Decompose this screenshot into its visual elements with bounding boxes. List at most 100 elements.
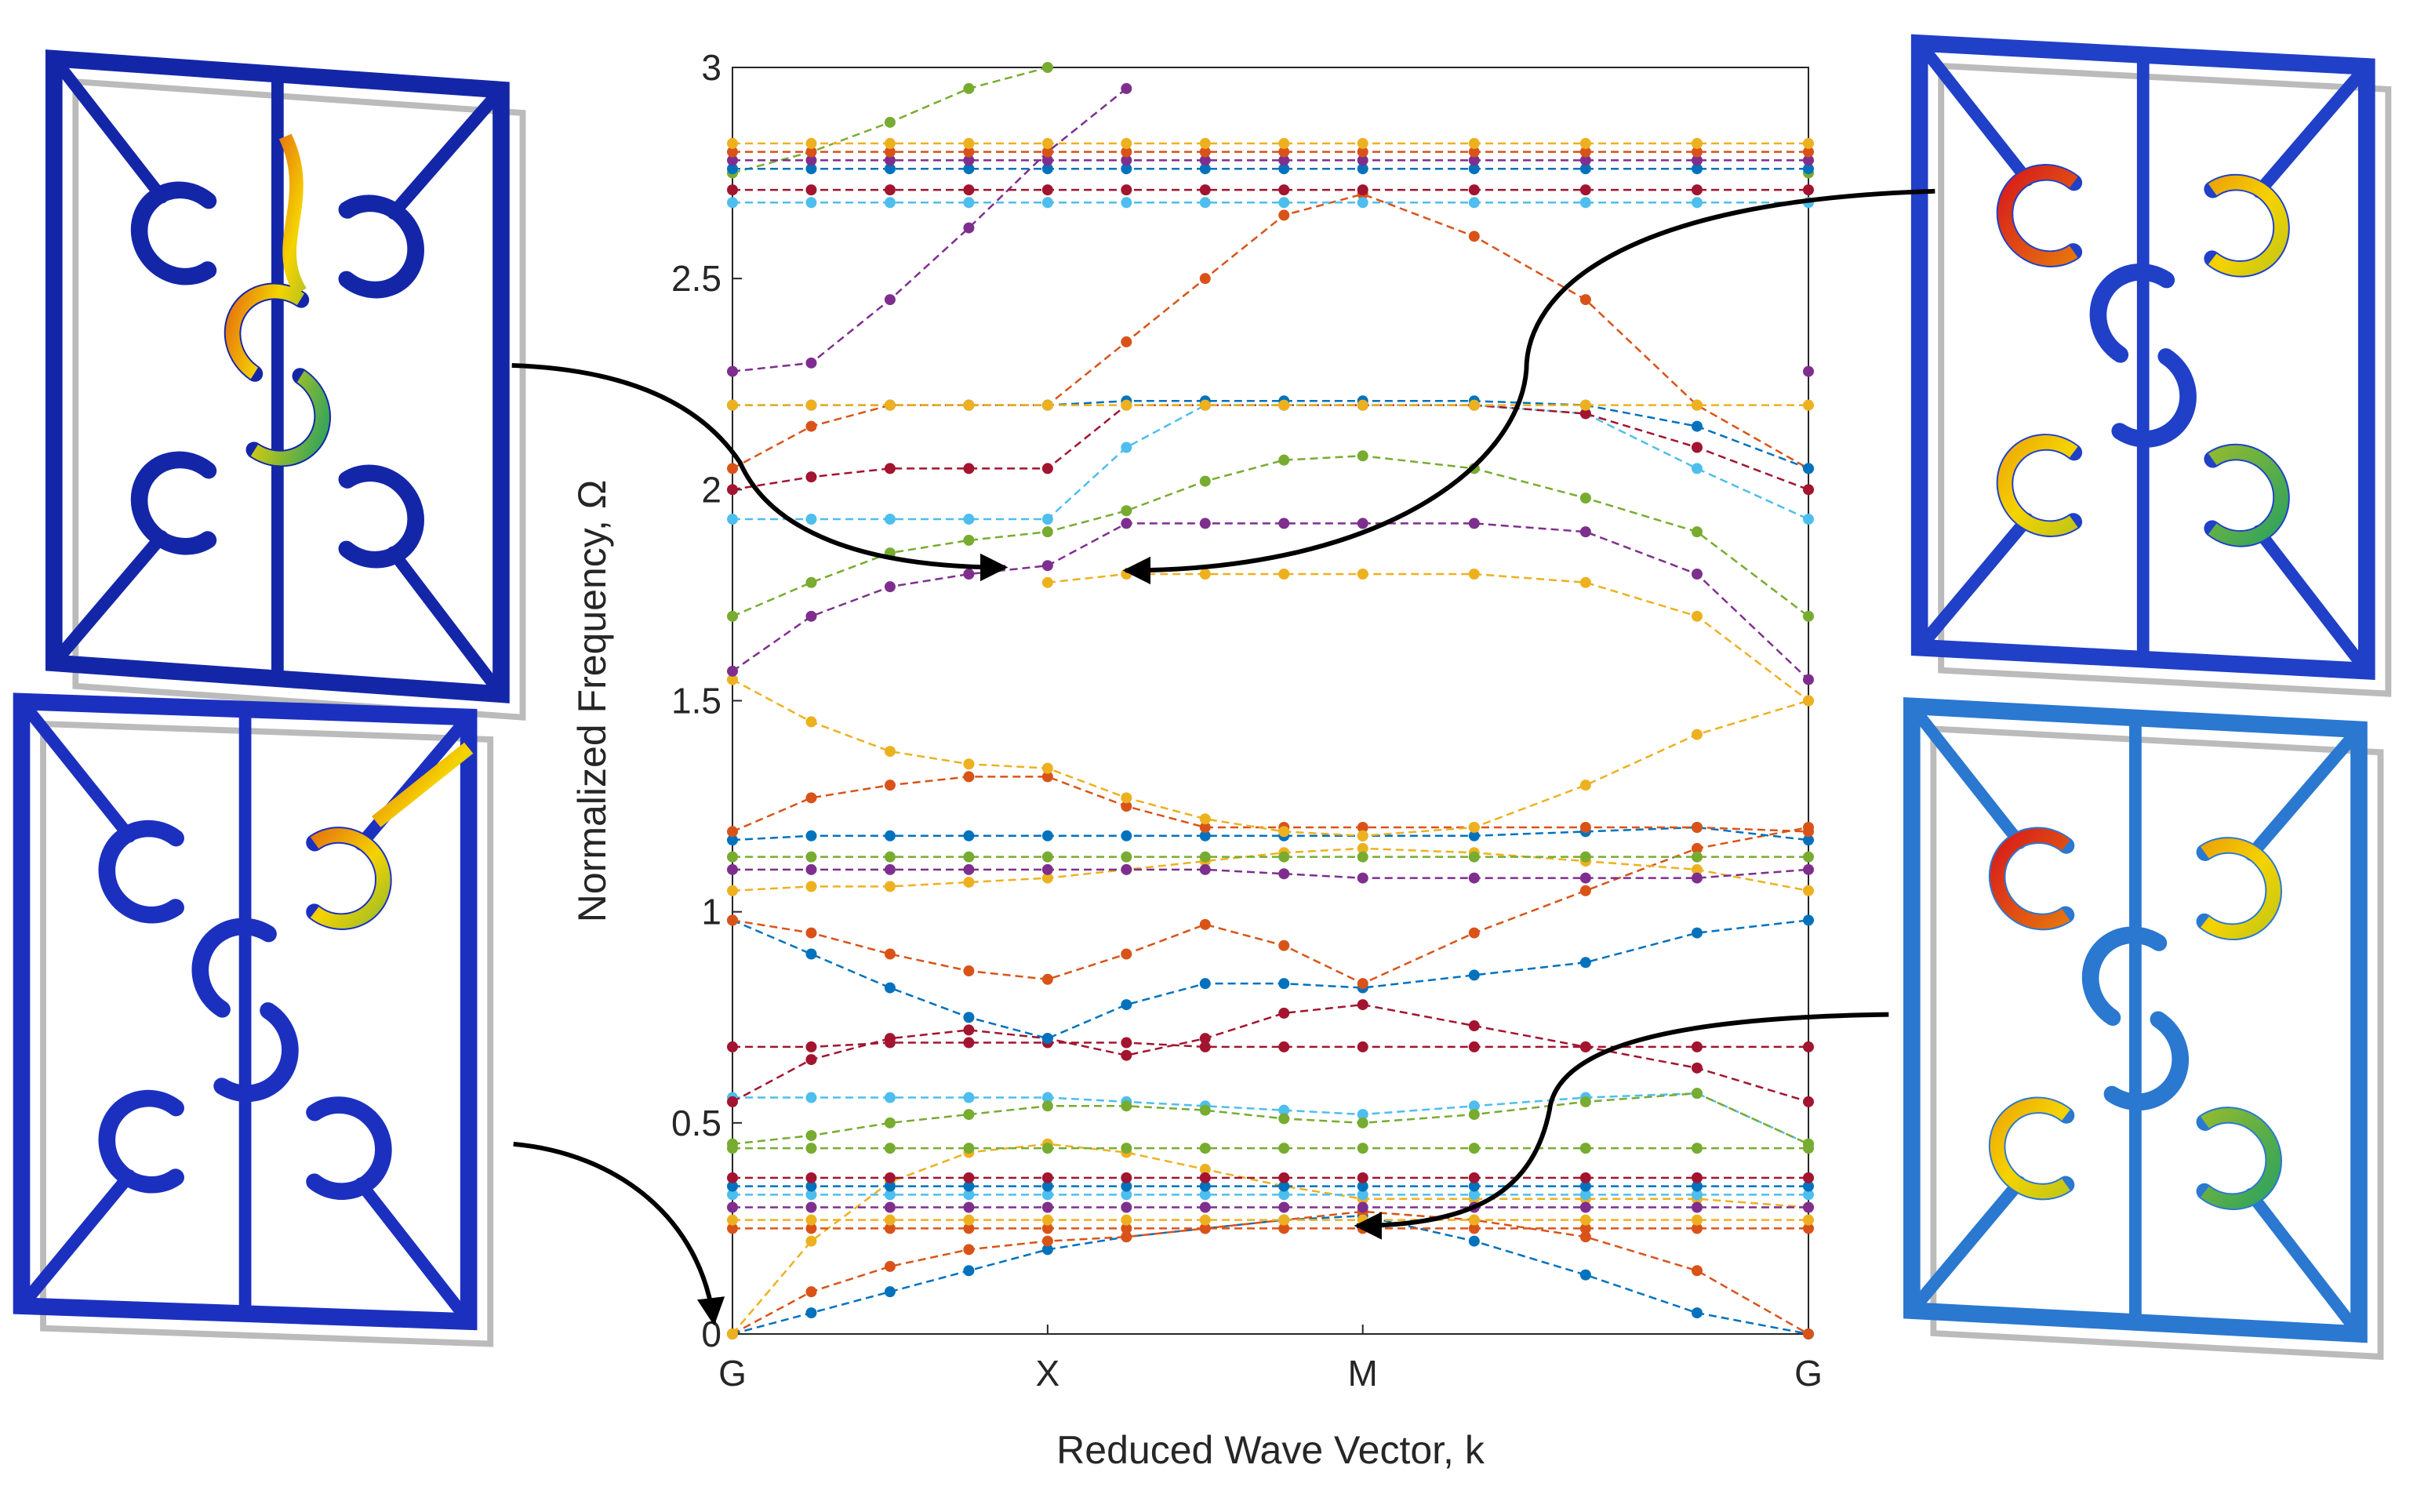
band-point [1121,505,1132,517]
band-point [1691,1189,1703,1201]
band-point [805,830,817,841]
band-point [805,1307,817,1319]
band-point [1278,1172,1290,1183]
band-point [1468,830,1480,841]
band-point [1803,914,1814,926]
band-point [727,484,738,496]
x-tick-label: G [718,1353,747,1394]
band-point [1121,1231,1132,1243]
band-point [1579,163,1591,175]
mode-highlight [1990,828,2281,1209]
band-point [805,1235,817,1247]
band-point [727,1189,738,1201]
band-point [1041,1172,1053,1183]
band-point [1199,1180,1211,1192]
band-point [1278,868,1290,880]
band-point [1121,442,1132,453]
band-point [884,184,896,196]
band-point [1121,1201,1132,1213]
band-point [884,1180,896,1192]
band-point [1468,1143,1480,1154]
band-point [1278,154,1290,166]
band-point [1121,146,1132,158]
x-tick-label: G [1794,1353,1823,1394]
band-point [884,154,896,166]
band-point [805,1286,817,1298]
band-point [1579,408,1591,420]
band-point [1041,137,1053,149]
band-point [805,948,817,960]
band-point [1199,184,1211,196]
band-point [1579,1269,1591,1281]
band-point [884,197,896,209]
band-point [1121,801,1132,812]
x-tick-label: M [1348,1353,1378,1394]
band-point [1357,163,1368,175]
band-point [805,1201,817,1213]
band-point [884,1189,896,1201]
band-point [1199,197,1211,209]
band-point [1041,560,1053,572]
band-point [805,163,817,175]
band-point [1803,1041,1814,1052]
band-point [884,163,896,175]
band-point [884,137,896,149]
band-point [1121,999,1132,1011]
panel-shape [22,702,491,1344]
band-point [1199,1033,1211,1045]
band-point [1121,1189,1132,1201]
band-point [727,826,738,838]
band-point [1041,1189,1053,1201]
band-point [1691,569,1703,580]
band-point [1468,231,1480,242]
band-point [727,1223,738,1234]
band-point [1121,1180,1132,1192]
band-point [884,1260,896,1272]
band-point [1041,463,1053,474]
band-point [1041,851,1053,863]
band-point [805,863,817,875]
band-point [884,881,896,892]
band-point [727,1214,738,1226]
band-point [805,471,817,483]
band-point [1041,771,1053,783]
band-point [1199,813,1211,825]
band-point [963,965,975,977]
band-point [1278,1041,1290,1052]
band-point [884,1201,896,1213]
band-point [1041,576,1053,588]
band-point [1468,1189,1480,1201]
band-point [1357,1180,1368,1192]
band-point [1803,1223,1814,1234]
band-point [1803,184,1814,196]
band-point [1041,1100,1053,1112]
band-point [1357,830,1368,841]
band-point [1691,1265,1703,1277]
band-point [1579,1180,1591,1192]
band-point [1121,1172,1132,1183]
band-point [805,399,817,411]
mode-panel [22,702,491,1344]
band-point [1691,154,1703,166]
band-point [1691,184,1703,196]
band-point [884,146,896,158]
band-point [1357,1117,1368,1129]
band-point [805,420,817,432]
band-point [1803,674,1814,685]
band-point [963,1201,975,1213]
band-point [963,1024,975,1036]
band-point [1803,137,1814,149]
band-point [884,294,896,306]
band-point [1803,146,1814,158]
band-point [884,463,896,474]
band-point [1041,1244,1053,1256]
band-point [1579,184,1591,196]
band-point [1468,1180,1480,1192]
band-point [805,610,817,622]
band-point [884,1223,896,1234]
band-point [1579,957,1591,969]
band-point [1278,569,1290,580]
band-point [1579,154,1591,166]
band-point [1121,154,1132,166]
